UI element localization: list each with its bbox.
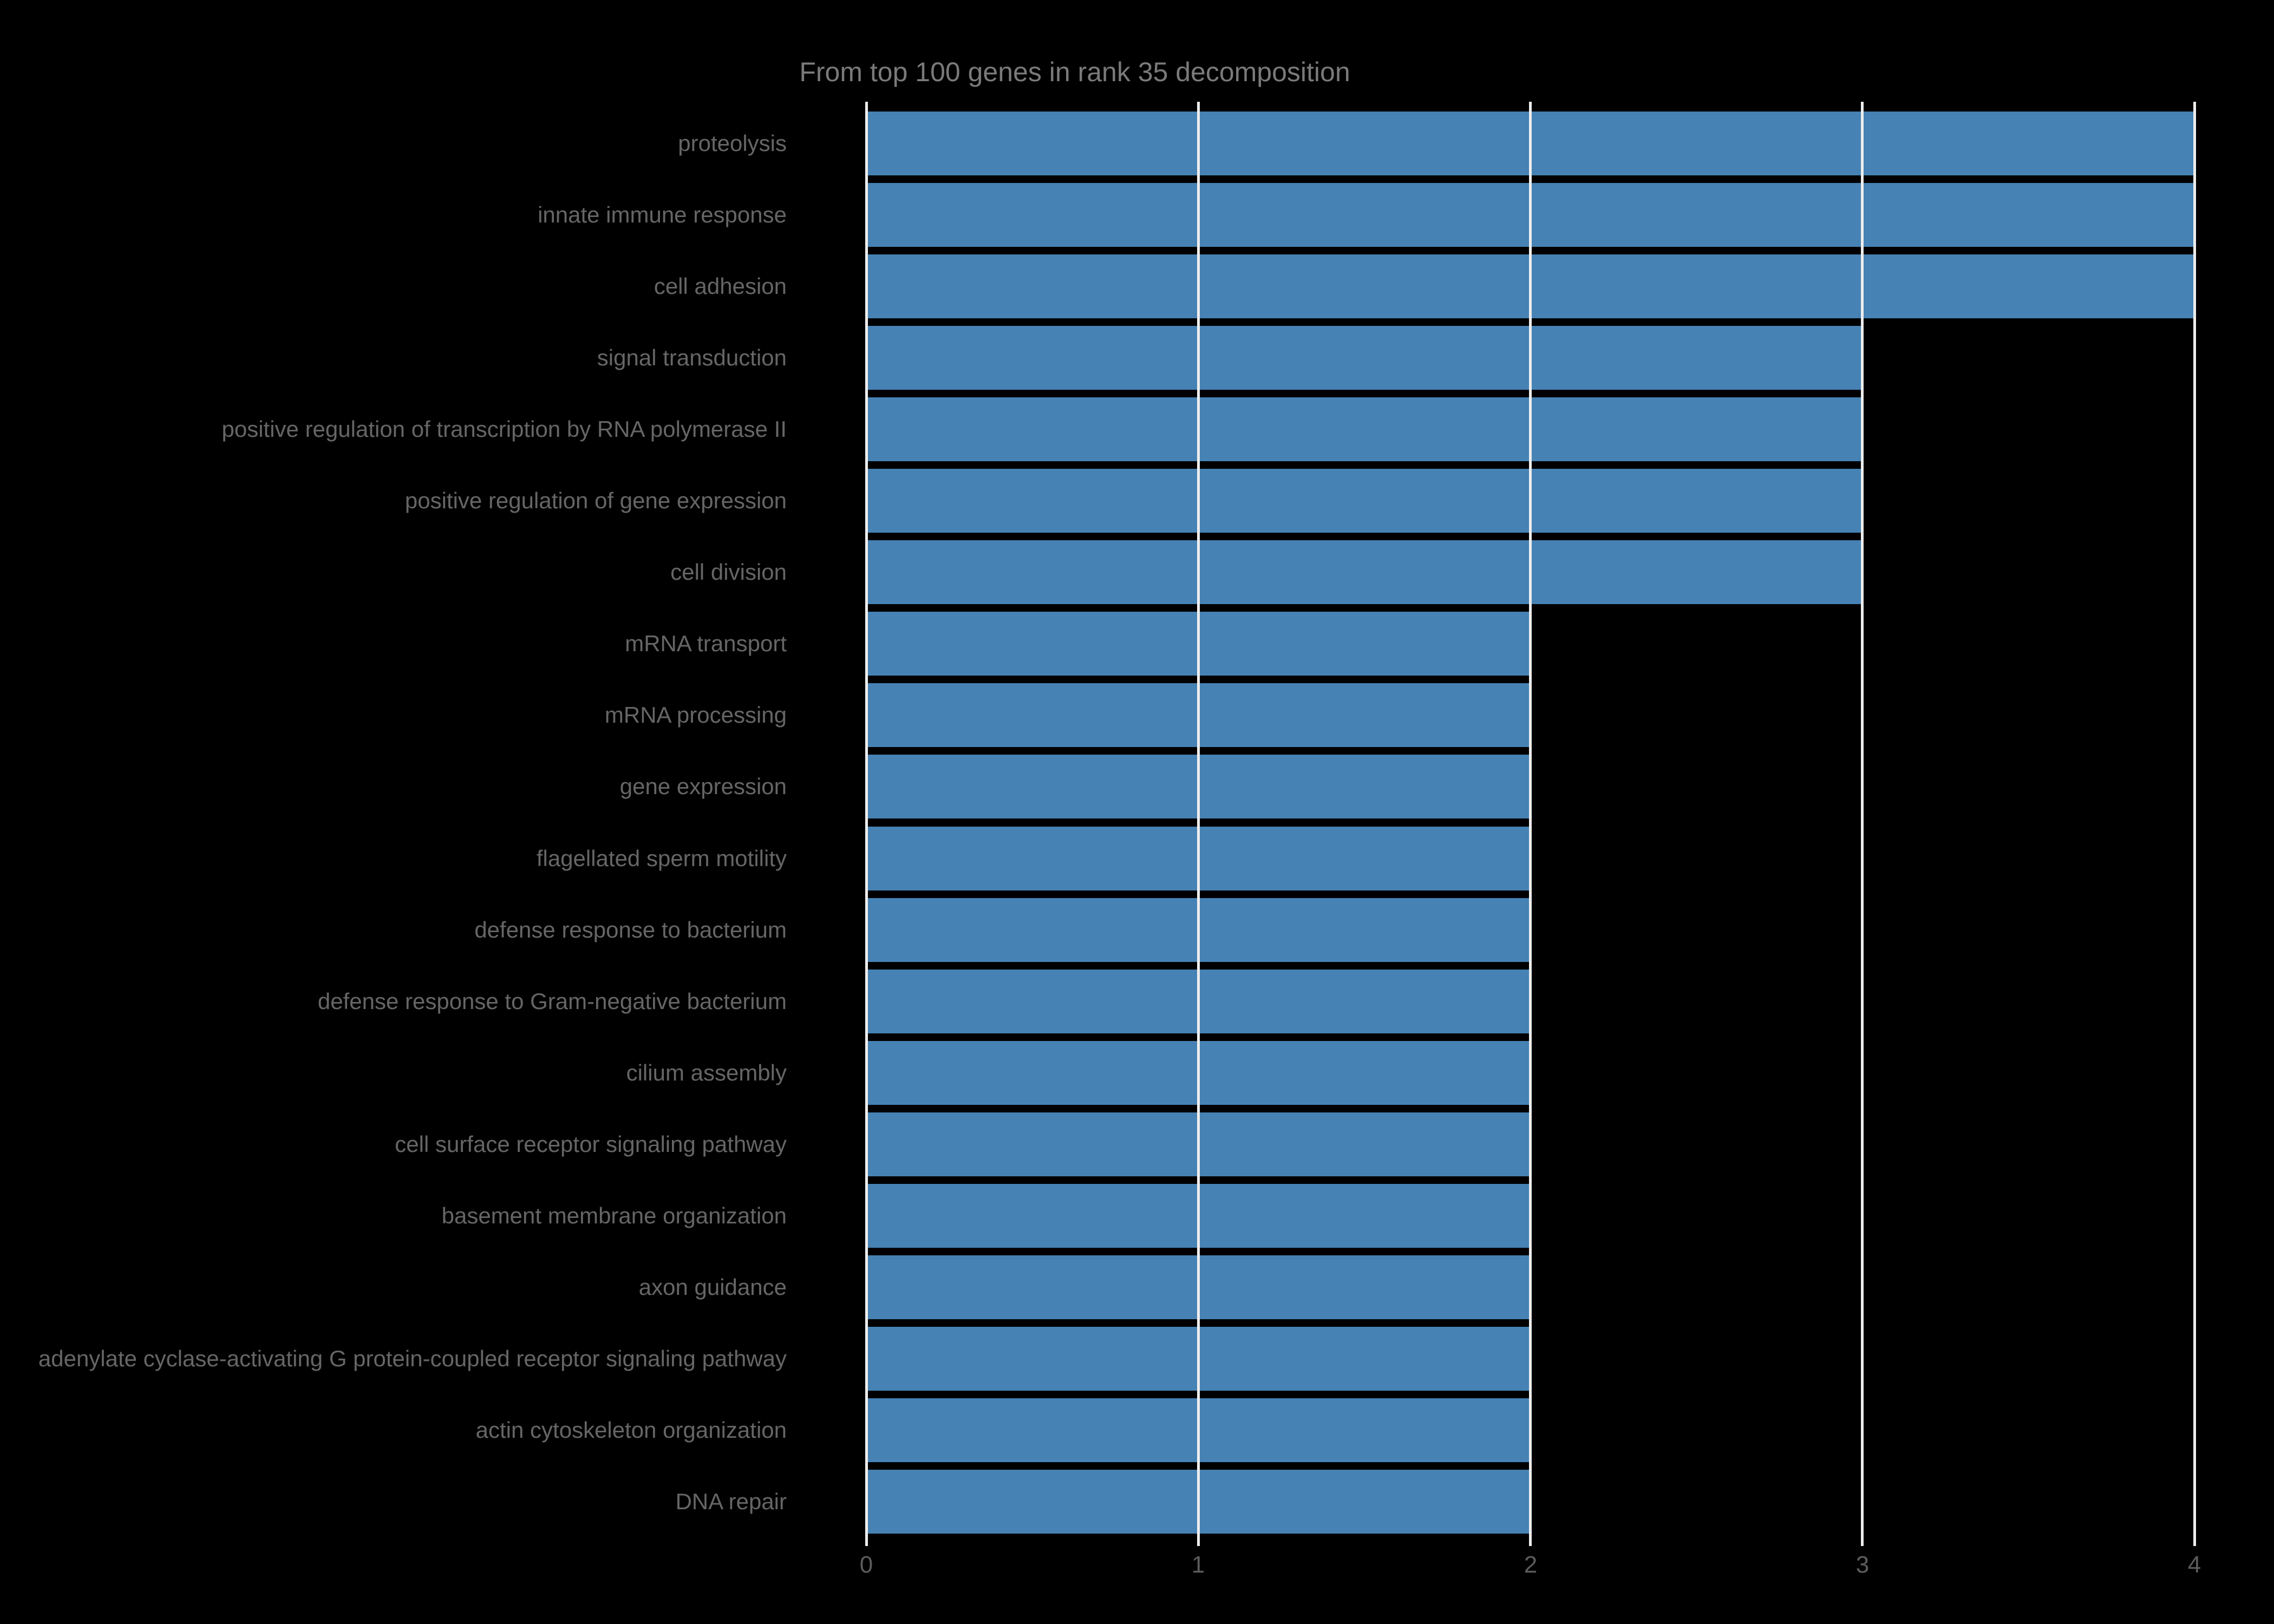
x-tick-label: 0 (859, 1551, 873, 1578)
category-label: defense response to Gram-negative bacter… (317, 988, 787, 1014)
category-label: flagellated sperm motility (536, 846, 787, 871)
category-label: mRNA transport (625, 631, 787, 656)
chart-title: From top 100 genes in rank 35 decomposit… (799, 57, 1350, 87)
category-label: axon guidance (638, 1274, 787, 1300)
x-grid-line (1197, 102, 1200, 1546)
category-label: positive regulation of transcription by … (221, 416, 787, 442)
category-label: DNA repair (675, 1489, 787, 1514)
category-label: actin cytoskeleton organization (475, 1417, 787, 1443)
x-tick-label: 1 (1191, 1551, 1205, 1578)
bar (867, 326, 1863, 390)
category-label: gene expression (619, 774, 787, 799)
category-label: proteolysis (678, 130, 787, 156)
bar (867, 540, 1863, 604)
x-tick-label: 3 (1855, 1551, 1870, 1578)
x-grid-line (2193, 102, 2196, 1546)
category-label: basement membrane organization (441, 1203, 787, 1228)
category-label: cilium assembly (626, 1060, 787, 1085)
x-tick-label: 2 (1524, 1551, 1538, 1578)
x-tick-label: 4 (2187, 1551, 2201, 1578)
x-grid-line (1861, 102, 1864, 1546)
bar (867, 397, 1863, 461)
category-label: positive regulation of gene expression (404, 488, 787, 513)
category-label: innate immune response (538, 202, 787, 227)
x-grid-line (865, 102, 868, 1546)
category-label: defense response to bacterium (474, 917, 787, 942)
category-label: cell adhesion (654, 273, 787, 299)
x-grid-line (1529, 102, 1532, 1546)
category-label: cell surface receptor signaling pathway (395, 1131, 787, 1157)
category-label: signal transduction (597, 345, 787, 370)
bar (867, 469, 1863, 533)
category-label: cell division (670, 559, 787, 585)
category-label: adenylate cyclase-activating G protein-c… (38, 1346, 787, 1371)
category-label: mRNA processing (604, 702, 787, 728)
